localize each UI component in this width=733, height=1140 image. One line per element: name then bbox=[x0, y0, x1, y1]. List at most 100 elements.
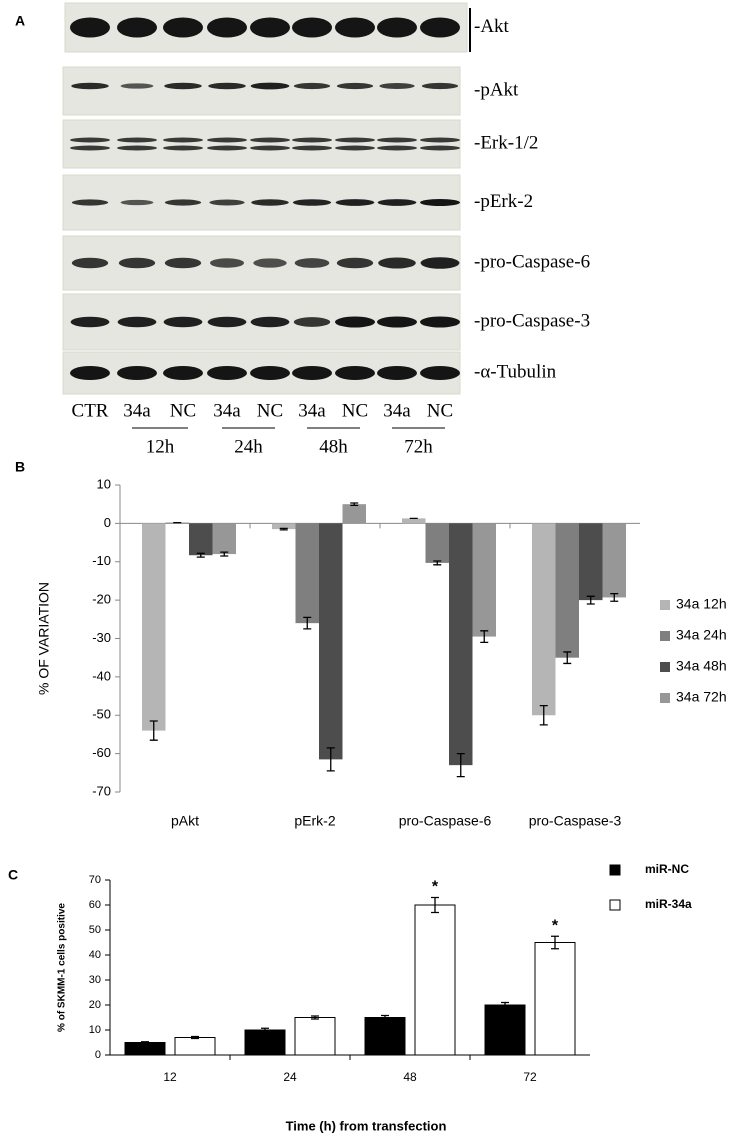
bar bbox=[449, 523, 473, 766]
band bbox=[420, 316, 460, 328]
band bbox=[117, 316, 157, 328]
band bbox=[336, 257, 374, 269]
bar bbox=[555, 523, 579, 658]
panel-label: C bbox=[8, 867, 18, 883]
band bbox=[250, 366, 290, 380]
band bbox=[377, 316, 417, 328]
band bbox=[70, 145, 110, 151]
band bbox=[163, 137, 203, 143]
bar bbox=[174, 1037, 216, 1056]
band bbox=[420, 257, 460, 269]
error-bar bbox=[539, 705, 548, 726]
x-tick-label: pro-Caspase-3 bbox=[529, 813, 622, 829]
legend-swatch bbox=[609, 899, 621, 911]
band bbox=[118, 257, 156, 269]
band bbox=[335, 316, 375, 328]
legend-swatch bbox=[660, 693, 670, 703]
band bbox=[250, 17, 290, 38]
time-label: 12h bbox=[146, 436, 175, 457]
error-bar bbox=[551, 935, 559, 950]
band bbox=[377, 17, 417, 38]
error-bar bbox=[381, 1014, 389, 1021]
band bbox=[250, 82, 290, 90]
error-bar bbox=[431, 896, 439, 914]
blot-label: -α-Tubulin bbox=[474, 361, 557, 382]
bar bbox=[414, 904, 456, 1056]
y-tick-label: 0 bbox=[95, 1049, 101, 1061]
legend-label: miR-34a bbox=[645, 897, 692, 911]
error-bar bbox=[311, 1015, 319, 1020]
band bbox=[292, 366, 332, 380]
legend-swatch bbox=[660, 631, 670, 641]
y-tick-label: 0 bbox=[104, 515, 111, 530]
band bbox=[207, 17, 247, 38]
blot-label: -Erk-1/2 bbox=[474, 132, 538, 153]
band bbox=[70, 17, 110, 38]
band bbox=[420, 199, 460, 206]
band bbox=[292, 137, 332, 143]
error-bar bbox=[433, 560, 442, 566]
x-tick-label: 48 bbox=[403, 1070, 417, 1084]
y-tick-label: 50 bbox=[89, 924, 101, 936]
band bbox=[207, 145, 247, 151]
blot-label: -Akt bbox=[474, 16, 510, 37]
error-bar bbox=[480, 630, 489, 643]
x-tick-label: 72 bbox=[523, 1070, 537, 1084]
blot bbox=[62, 66, 461, 116]
error-bar bbox=[501, 1001, 509, 1009]
x-axis-label: Time (h) from transfection bbox=[286, 1118, 447, 1133]
time-label: 24h bbox=[234, 436, 263, 457]
band bbox=[250, 137, 290, 143]
lane-label: NC bbox=[342, 400, 368, 421]
band bbox=[70, 366, 110, 380]
error-bar bbox=[149, 720, 158, 741]
band bbox=[420, 145, 460, 151]
band bbox=[420, 137, 460, 143]
time-label: 72h bbox=[404, 436, 433, 457]
y-axis-label: % OF VARIATION bbox=[36, 582, 52, 695]
band bbox=[377, 199, 417, 206]
band bbox=[71, 199, 109, 206]
legend-label: 34a 72h bbox=[676, 689, 727, 705]
error-bar bbox=[350, 502, 359, 506]
lane-label: NC bbox=[257, 400, 283, 421]
y-axis-label: % of SKMM-1 cells positive bbox=[57, 903, 68, 1032]
y-tick-label: 10 bbox=[97, 476, 111, 491]
panel-label: A bbox=[15, 13, 25, 29]
lane-label: 34a bbox=[213, 400, 241, 421]
lane-label: 34a bbox=[123, 400, 151, 421]
bar bbox=[294, 1017, 336, 1056]
lane-label: 34a bbox=[383, 400, 411, 421]
band bbox=[117, 145, 157, 151]
band bbox=[420, 17, 460, 38]
bar bbox=[602, 523, 626, 598]
band bbox=[207, 366, 247, 380]
bar bbox=[364, 1017, 406, 1056]
error-bar bbox=[326, 747, 335, 772]
legend-swatch bbox=[609, 864, 621, 876]
legend-swatch bbox=[660, 600, 670, 610]
blot bbox=[62, 119, 461, 169]
band bbox=[209, 199, 245, 206]
lane-label: CTR bbox=[72, 400, 109, 421]
band bbox=[377, 137, 417, 143]
band bbox=[377, 366, 417, 380]
band bbox=[335, 199, 375, 206]
band bbox=[250, 145, 290, 151]
error-bar bbox=[279, 527, 288, 531]
bar bbox=[212, 523, 236, 555]
y-tick-label: -30 bbox=[92, 630, 111, 645]
time-label: 48h bbox=[319, 436, 348, 457]
error-bar bbox=[261, 1027, 269, 1033]
band bbox=[71, 257, 109, 269]
bar bbox=[532, 523, 556, 716]
x-tick-label: 24 bbox=[283, 1070, 297, 1084]
annotation: * bbox=[552, 917, 559, 934]
band bbox=[164, 257, 202, 269]
band bbox=[292, 199, 332, 206]
panel-label: B bbox=[15, 459, 25, 475]
blot-label: -pro-Caspase-6 bbox=[474, 251, 590, 272]
band bbox=[420, 366, 460, 380]
band bbox=[253, 258, 287, 268]
lane-label: NC bbox=[170, 400, 196, 421]
